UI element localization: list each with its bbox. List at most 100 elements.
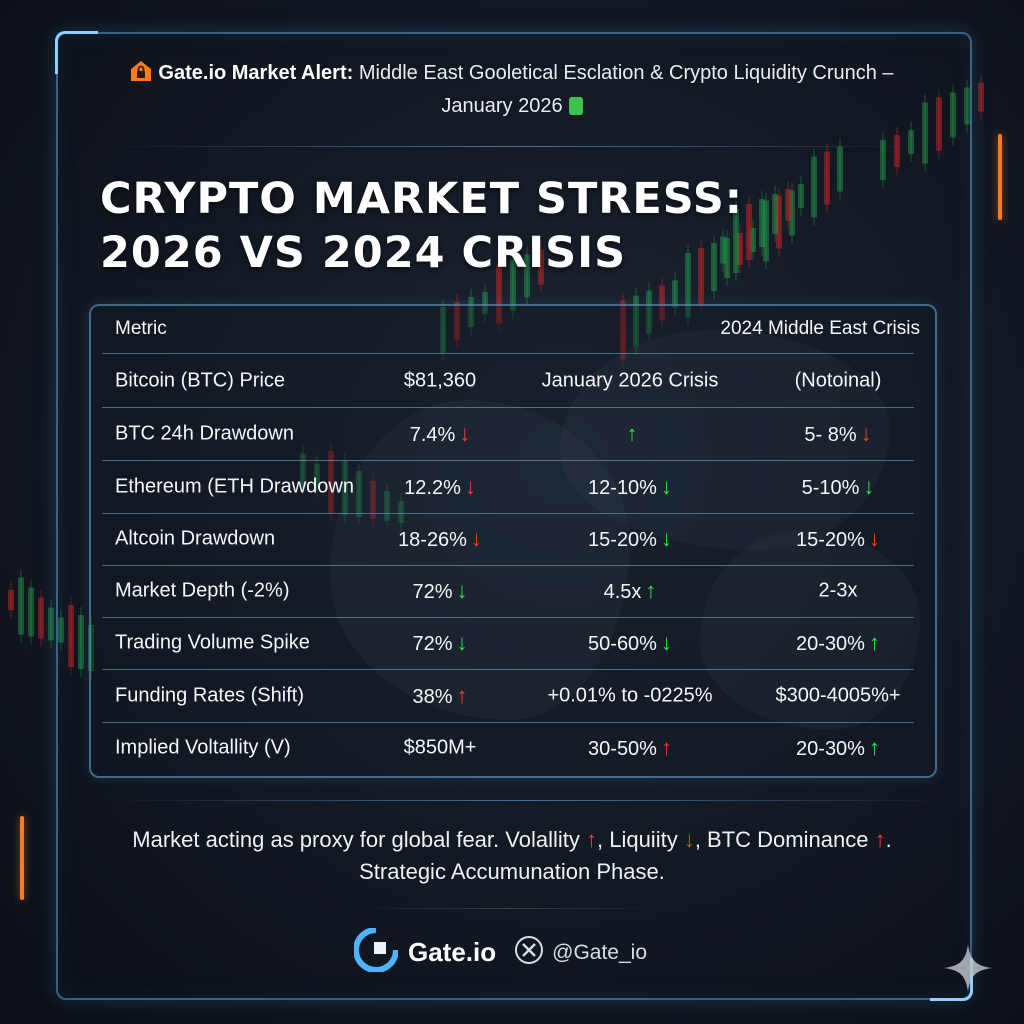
arrow-up-icon: ↑	[585, 827, 597, 852]
table-cell-value-text: January 2026 Crisis	[541, 369, 719, 392]
table-cell-value: (Notoinal)	[795, 370, 882, 393]
table-cell-value-text: 72%	[412, 581, 453, 603]
table-cell-metric-text: Funding Rates (Shift)	[115, 684, 304, 707]
table-cell-metric-text: Bitcoin (BTC) Price	[115, 369, 286, 392]
table-cell-value-text: +0.01% to -0225%	[547, 684, 713, 707]
table-cell-value: $850M+	[404, 737, 477, 760]
table-cell-value: 7.4% ↓	[410, 421, 471, 447]
table-cell-metric: Trading Volume Spike	[115, 632, 310, 655]
x-logo-icon	[514, 935, 544, 970]
candle	[633, 295, 639, 347]
arrow-down-icon: ↓	[459, 421, 471, 446]
summary-part-3: , BTC Dominance	[694, 827, 869, 852]
social-handle[interactable]: @Gate_io	[552, 940, 648, 964]
table-row-divider	[102, 460, 914, 461]
table-cell-value-text: $300-4005%+	[775, 684, 901, 707]
candle	[398, 501, 404, 523]
table-cell-value-text: 15-20%	[796, 529, 865, 551]
arrow-up-icon: ↑	[660, 735, 672, 760]
table-cell-value-text: 7.4%	[409, 424, 456, 446]
candle	[58, 617, 64, 643]
arrow-up-icon: ↑	[868, 630, 880, 655]
candle	[28, 587, 34, 637]
table-cell-value: 20-30% ↑	[796, 735, 880, 761]
card-frame	[55, 31, 973, 1001]
accent-bar	[20, 816, 24, 900]
arrow-down-icon: ↓	[660, 474, 672, 499]
candle	[922, 102, 928, 164]
candle	[300, 453, 306, 487]
world-map-decoration	[330, 400, 630, 720]
candle	[978, 82, 984, 112]
table-cell-value-text: 15-20%	[588, 529, 657, 551]
table-cell-value: 72% ↓	[412, 630, 467, 656]
table-cell-value-text: 12-10%	[588, 477, 657, 499]
arrow-up-icon: ↑	[645, 578, 657, 603]
candle	[798, 184, 804, 208]
table-cell-metric: Ethereum (ETH Drawdown	[115, 476, 354, 499]
arrow-down-icon: ↓	[660, 630, 672, 655]
table-cell-value-text: 50-60%	[588, 633, 657, 655]
candle	[510, 259, 516, 311]
arrow-down-icon: ↓	[456, 630, 468, 655]
table-cell-value: 50-60% ↓	[588, 630, 672, 656]
table-header-2024-text: 2024 Middle East Crisis	[720, 318, 920, 339]
table-cell-value-text: 5- 8%	[804, 424, 857, 446]
divider	[104, 800, 950, 801]
table-cell-value-text: 4.5x	[603, 581, 642, 603]
candle	[720, 236, 726, 264]
table-cell-value: 12.2% ↓	[404, 474, 476, 500]
candle	[759, 199, 765, 247]
table-cell-value-text: 72%	[412, 633, 453, 655]
table-row-divider	[102, 617, 914, 618]
candle	[737, 233, 743, 265]
world-map-decoration	[700, 530, 920, 730]
table-cell-value-text: 20-30%	[796, 738, 865, 760]
table-cell-metric-text: Trading Volume Spike	[115, 631, 310, 654]
divider	[104, 146, 920, 147]
table-cell-value-text: 5-10%	[801, 477, 860, 499]
table-cell-value: 2-3x	[819, 580, 858, 603]
candle	[384, 491, 390, 521]
arrow-up-icon: ↑	[626, 421, 638, 446]
summary-text: Market acting as proxy for global fear. …	[70, 824, 954, 888]
candle	[440, 307, 446, 353]
table-header-metric: Metric	[115, 318, 167, 340]
arrow-down-icon: ↓	[456, 578, 468, 603]
table-cell-metric-text: Ethereum (ETH Drawdown	[115, 475, 354, 498]
arrow-down-icon: ↓	[868, 526, 880, 551]
arrow-down-icon: ↓	[683, 827, 695, 852]
arrow-down-icon: ↓	[863, 474, 875, 499]
summary-line-2: Strategic Accumunation Phase.	[359, 859, 665, 884]
table-cell-value: 15-20% ↓	[796, 526, 880, 552]
candle	[950, 92, 956, 138]
arrow-up-icon: ↑	[874, 827, 886, 852]
table-cell-value: 20-30% ↑	[796, 630, 880, 656]
table-row-divider	[102, 353, 914, 354]
table-row-divider	[102, 513, 914, 514]
arrow-up-icon: ↑	[456, 683, 468, 708]
arrow-down-icon: ↓	[660, 526, 672, 551]
candle	[370, 481, 376, 519]
arrow-up-icon: ↑	[868, 735, 880, 760]
candle	[524, 254, 530, 298]
table-cell-value: $300-4005%+	[775, 685, 900, 708]
candle	[824, 151, 830, 205]
table-cell-metric: Bitcoin (BTC) Price	[115, 370, 285, 393]
table-cell-value-text: $81,360	[403, 369, 477, 392]
lock-house-icon	[130, 60, 152, 91]
candle	[8, 590, 14, 610]
table-cell-value: $81,360	[404, 370, 476, 393]
table-cell-value: 5-10% ↓	[802, 474, 875, 500]
table-row-divider	[102, 669, 914, 670]
table-cell-value: 72% ↓	[412, 578, 467, 604]
gate-logo-icon	[353, 927, 399, 977]
summary-part-1: Market acting as proxy for global fear. …	[132, 827, 580, 852]
candle	[672, 280, 678, 308]
candle	[356, 471, 362, 517]
candle	[750, 228, 756, 252]
candle	[698, 248, 704, 304]
table-cell-value-text: (Notoinal)	[794, 369, 882, 392]
table-header-2024: 2024 Middle East Crisis	[720, 318, 920, 340]
tag-icon	[568, 97, 583, 115]
